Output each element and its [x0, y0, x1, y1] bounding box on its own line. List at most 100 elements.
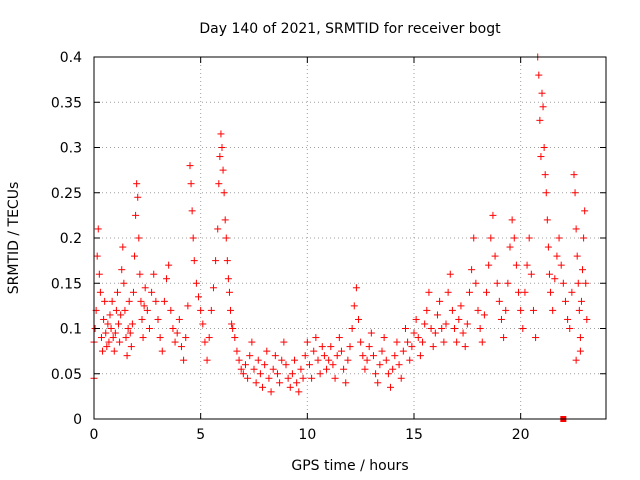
data-point — [133, 180, 141, 188]
data-point — [265, 374, 273, 382]
data-point — [165, 261, 173, 269]
data-point — [346, 343, 354, 351]
data-point — [301, 352, 309, 360]
data-point — [121, 306, 129, 314]
data-point — [397, 374, 405, 382]
data-point — [96, 288, 104, 296]
data-point — [538, 89, 546, 97]
data-point — [233, 347, 241, 355]
data-point — [500, 334, 508, 342]
data-point — [519, 325, 527, 332]
data-point — [128, 320, 136, 328]
data-point — [329, 361, 337, 369]
data-point — [573, 252, 581, 260]
data-point — [335, 334, 343, 342]
data-point — [119, 243, 127, 251]
data-point — [102, 329, 110, 337]
data-point — [444, 288, 452, 296]
data-point — [312, 334, 320, 342]
data-point — [132, 211, 140, 219]
axis-ticks — [93, 56, 606, 420]
data-point — [576, 347, 584, 355]
data-point — [566, 325, 574, 332]
data-point — [512, 261, 520, 269]
data-point — [228, 320, 236, 328]
data-point — [410, 329, 418, 337]
data-point — [299, 374, 307, 382]
data-point — [118, 266, 126, 274]
data-point — [150, 270, 158, 278]
data-point — [389, 365, 397, 373]
data-point — [576, 334, 584, 342]
data-point — [156, 334, 164, 342]
data-point — [131, 252, 139, 260]
data-point — [291, 356, 299, 364]
data-point — [457, 302, 465, 310]
data-point — [416, 352, 424, 360]
data-point — [99, 347, 107, 355]
data-point — [126, 329, 134, 337]
data-point — [256, 370, 264, 378]
data-point — [108, 297, 116, 305]
data-point — [288, 370, 296, 378]
data-point — [468, 266, 476, 274]
data-point — [111, 329, 119, 337]
data-point — [561, 297, 569, 305]
data-point — [485, 261, 493, 269]
data-point — [384, 370, 392, 378]
data-point — [143, 306, 151, 314]
data-point — [101, 297, 109, 305]
data-point — [171, 338, 179, 346]
data-point — [192, 279, 200, 287]
data-point — [112, 306, 120, 314]
data-point — [113, 288, 121, 296]
data-point — [138, 315, 146, 323]
data-point — [487, 234, 495, 242]
data-point — [218, 144, 226, 151]
data-point — [572, 225, 580, 233]
data-point — [197, 306, 205, 314]
y-tick-label: 0.4 — [60, 50, 82, 66]
data-point — [438, 325, 446, 332]
data-point — [215, 180, 223, 188]
data-point — [564, 315, 572, 323]
data-point — [382, 356, 390, 364]
data-point — [127, 343, 135, 351]
data-point — [421, 320, 429, 328]
data-point — [395, 361, 403, 369]
data-point — [250, 365, 258, 373]
data-point — [579, 266, 587, 274]
data-point — [455, 315, 463, 323]
data-point — [237, 365, 245, 373]
data-point — [568, 288, 576, 296]
data-point — [359, 352, 367, 360]
data-point — [465, 288, 473, 296]
data-point — [160, 297, 168, 305]
data-point — [303, 338, 311, 346]
data-point — [295, 388, 303, 396]
data-point — [446, 270, 454, 278]
data-point — [393, 338, 401, 346]
data-point — [235, 356, 243, 364]
data-point — [380, 334, 388, 342]
data-point — [327, 343, 335, 351]
data-point — [331, 374, 339, 382]
data-point — [124, 325, 132, 332]
data-point — [117, 311, 125, 319]
data-point — [495, 297, 503, 305]
data-point — [263, 347, 271, 355]
data-point — [453, 338, 461, 346]
data-point — [267, 388, 275, 396]
data-point — [423, 306, 431, 314]
data-point — [545, 270, 553, 278]
y-tick-label: 0 — [73, 412, 82, 428]
data-point — [483, 288, 491, 296]
data-point — [537, 153, 545, 161]
data-point — [350, 302, 358, 310]
data-point — [337, 347, 345, 355]
data-point — [254, 356, 262, 364]
y-tick-label: 0.25 — [51, 186, 82, 202]
data-point — [223, 257, 231, 265]
data-point — [136, 270, 144, 278]
